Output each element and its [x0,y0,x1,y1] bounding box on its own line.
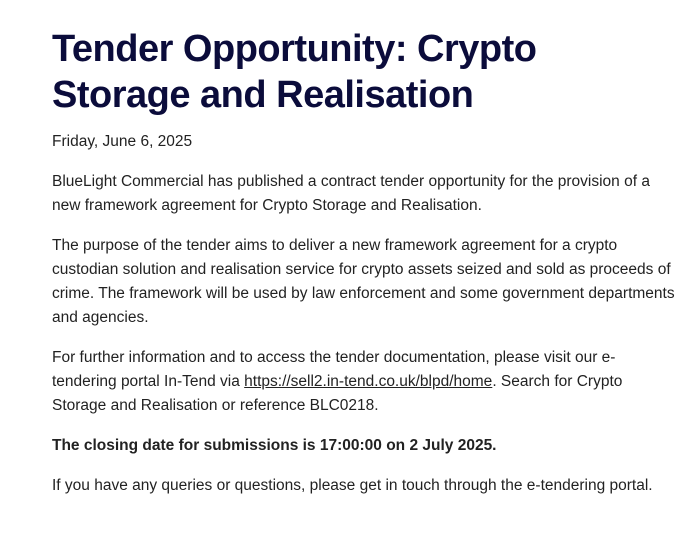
info-text: For further information and to access th… [52,349,616,390]
paragraph-info: For further information and to access th… [52,346,677,418]
paragraph-queries: If you have any queries or questions, pl… [52,477,653,494]
paragraph-purpose: The purpose of the tender aims to delive… [52,237,675,326]
publish-date: Friday, June 6, 2025 [52,133,193,150]
closing-date-text: The closing date for submissions is 17:0… [52,437,497,454]
paragraph-closing-date: The closing date for submissions is 17:0… [52,434,677,458]
page-title: Tender Opportunity: Crypto Storage and R… [52,28,537,116]
article: Tender Opportunity: Crypto Storage and R… [52,26,677,498]
info-text-after: . Search for Crypto Storage and Realisat… [52,373,623,414]
in-tend-portal-link[interactable]: https://sell2.in-tend.co.uk/blpd/home [244,373,493,390]
paragraph-intro: BlueLight Commercial has published a con… [52,173,650,214]
